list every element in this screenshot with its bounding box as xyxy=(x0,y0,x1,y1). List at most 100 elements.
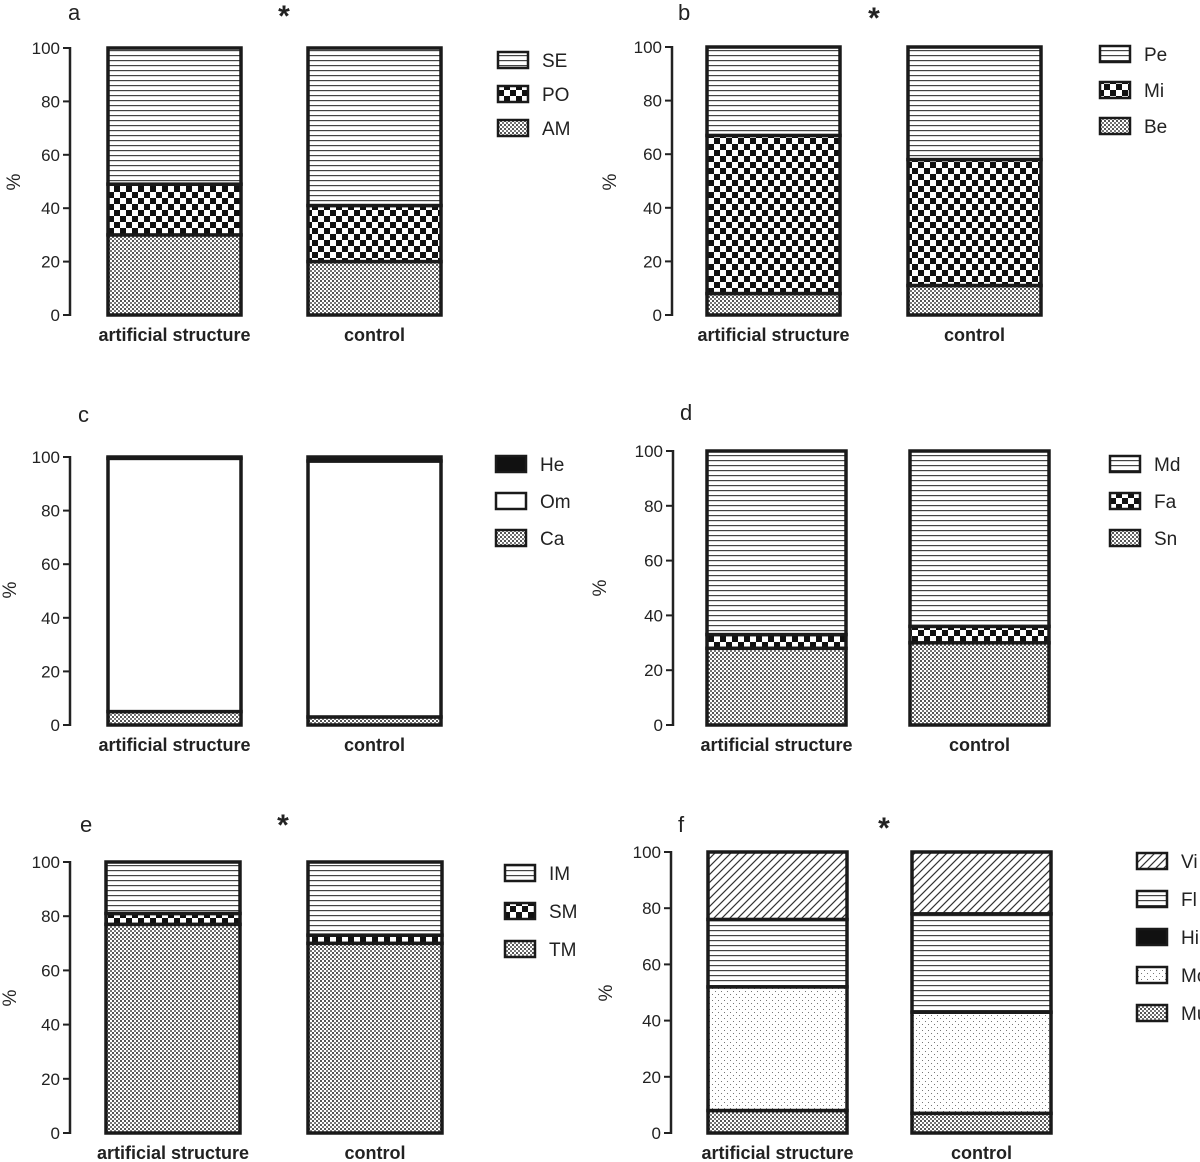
y-tick-label: 100 xyxy=(32,39,60,58)
y-tick-label: 80 xyxy=(41,92,60,111)
y-tick-label: 40 xyxy=(643,199,662,218)
bar-segment-mu xyxy=(910,1111,1053,1135)
y-tick-label: 60 xyxy=(41,961,60,980)
x-category-label: control xyxy=(951,1143,1012,1162)
bar-segment-mi xyxy=(705,133,842,296)
chart-panel-a: a *% 0 20 40 60 80 100 artificial structure contr… xyxy=(4,0,571,345)
legend-label: Ca xyxy=(540,529,565,550)
legend-label: Mu xyxy=(1181,1004,1200,1025)
y-axis-label: % xyxy=(590,579,611,596)
y-tick-label: 40 xyxy=(41,609,60,628)
panel-letter: f xyxy=(678,812,685,837)
y-tick-label: 100 xyxy=(635,442,663,461)
y-tick-label: 100 xyxy=(633,843,661,862)
y-tick-label: 100 xyxy=(32,853,60,872)
legend-label: Hi xyxy=(1181,928,1199,949)
legend-swatch-im xyxy=(503,863,537,883)
legend-swatch-mo xyxy=(1135,965,1169,985)
legend-label: Be xyxy=(1144,117,1167,138)
legend-label: Vi xyxy=(1181,852,1198,873)
legend-swatch-pe xyxy=(1098,44,1132,64)
y-tick-label: 40 xyxy=(41,199,60,218)
bar-segment-he xyxy=(106,455,243,461)
legend-swatch-sm xyxy=(503,901,537,921)
y-tick-label: 20 xyxy=(643,252,662,271)
legend-swatch-ca xyxy=(494,528,528,548)
panel-letter: a xyxy=(68,0,81,25)
y-tick-label: 40 xyxy=(642,1012,661,1031)
bar-segment-im xyxy=(104,860,242,916)
legend-label: Sn xyxy=(1154,529,1177,550)
y-axis-label: % xyxy=(0,989,21,1006)
chart-panel-c: c% 0 20 40 60 80 100 artificial structure contro… xyxy=(0,402,571,755)
bar-segment-ca xyxy=(106,709,243,727)
panel-letter: c xyxy=(78,402,89,427)
legend-swatch-sn xyxy=(1108,528,1142,548)
y-tick-label: 0 xyxy=(51,716,60,735)
x-category-label: artificial structure xyxy=(98,325,250,345)
legend-swatch-fl xyxy=(1135,889,1169,909)
y-tick-label: 80 xyxy=(41,502,60,521)
y-axis-label: % xyxy=(600,173,621,190)
y-tick-label: 60 xyxy=(642,955,661,974)
bar-segment-po xyxy=(306,203,443,264)
chart-panel-b: b *% 0 20 40 60 80 100 artificial structure contr… xyxy=(600,0,1167,345)
legend-swatch-tm xyxy=(503,939,537,959)
legend-label: Om xyxy=(540,492,571,513)
legend-swatch-he xyxy=(494,454,528,474)
y-tick-label: 20 xyxy=(41,662,60,681)
x-category-label: control xyxy=(944,325,1005,345)
significance-marker: * xyxy=(278,0,290,33)
significance-marker: * xyxy=(878,812,890,845)
y-tick-label: 20 xyxy=(642,1068,661,1087)
x-category-label: artificial structure xyxy=(701,1143,853,1162)
bar-segment-im xyxy=(306,860,444,937)
legend-swatch-po xyxy=(496,84,530,104)
legend-label: Mi xyxy=(1144,81,1164,102)
bar-segment-md xyxy=(705,449,848,637)
legend-label: Fl xyxy=(1181,890,1197,911)
y-tick-label: 60 xyxy=(41,555,60,574)
bar-segment-se xyxy=(306,46,443,208)
chart-panel-d: d% 0 20 40 60 80 100 artificial structure contro… xyxy=(590,400,1180,755)
bar-segment-am xyxy=(106,233,243,317)
y-tick-label: 0 xyxy=(654,716,663,735)
y-tick-label: 60 xyxy=(41,146,60,165)
legend-label: Fa xyxy=(1154,492,1177,513)
legend-label: PO xyxy=(542,85,569,106)
bar-segment-sn xyxy=(908,641,1051,727)
significance-marker: * xyxy=(868,2,880,35)
legend-swatch-mu xyxy=(1135,1003,1169,1023)
y-tick-label: 100 xyxy=(32,448,60,467)
bar-segment-fl xyxy=(706,917,849,989)
bar-segment-fl xyxy=(910,912,1053,1014)
panel-letter: e xyxy=(80,812,92,837)
bar-segment-fa xyxy=(705,632,848,651)
y-tick-label: 80 xyxy=(644,497,663,516)
legend-label: He xyxy=(540,455,564,476)
bar-segment-mo xyxy=(910,1010,1053,1116)
y-axis-label: % xyxy=(0,581,21,598)
bar-segment-pe xyxy=(705,45,842,138)
legend-swatch-hi xyxy=(1135,927,1169,947)
y-axis-label: % xyxy=(596,984,617,1001)
bar-segment-be xyxy=(705,291,842,317)
legend-label: Md xyxy=(1154,455,1180,476)
y-tick-label: 40 xyxy=(41,1016,60,1035)
significance-marker: * xyxy=(277,809,289,842)
legend-swatch-am xyxy=(496,118,530,138)
legend-swatch-md xyxy=(1108,454,1142,474)
y-tick-label: 80 xyxy=(41,907,60,926)
y-tick-label: 60 xyxy=(644,552,663,571)
x-category-label: control xyxy=(949,735,1010,755)
bar-segment-po xyxy=(106,182,243,237)
y-tick-label: 80 xyxy=(642,899,661,918)
bar-segment-he xyxy=(306,455,443,463)
y-tick-label: 60 xyxy=(643,145,662,164)
y-tick-label: 40 xyxy=(644,606,663,625)
x-category-label: artificial structure xyxy=(97,1143,249,1162)
x-category-label: artificial structure xyxy=(700,735,852,755)
bar-segment-sn xyxy=(705,646,848,727)
x-category-label: artificial structure xyxy=(697,325,849,345)
bar-segment-tm xyxy=(104,922,242,1135)
